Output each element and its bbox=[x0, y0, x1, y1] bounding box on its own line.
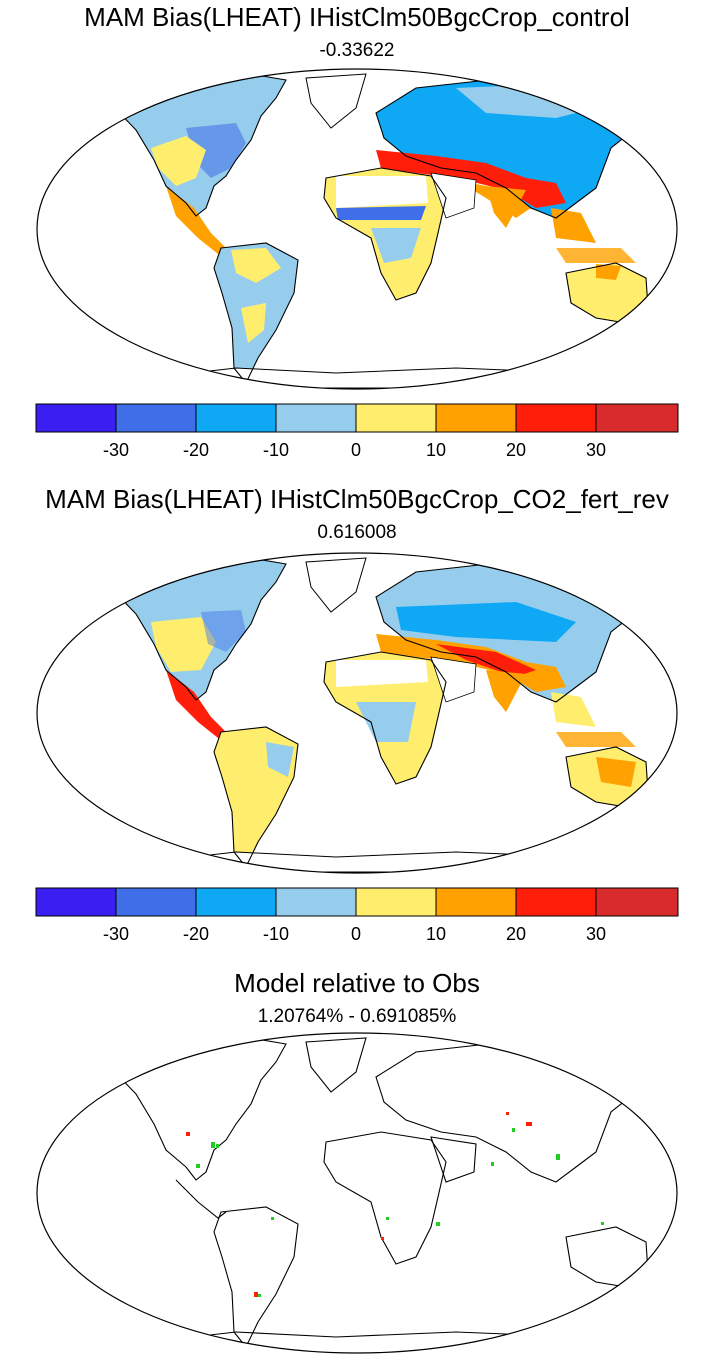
colorbar-2-tick-label: 30 bbox=[586, 924, 606, 944]
panel3-map bbox=[36, 1032, 678, 1354]
asia-red-band bbox=[436, 644, 536, 677]
greenland bbox=[305, 73, 367, 129]
colorbar-2-box bbox=[275, 887, 357, 917]
colorbar-1-box bbox=[515, 403, 597, 433]
marker-green bbox=[386, 1217, 389, 1220]
antarctica-outline bbox=[165, 1331, 597, 1345]
colorbar-1-tick-label: -30 bbox=[103, 440, 129, 460]
colorbar-1: -30 -20 -10 0 10 20 30 bbox=[35, 403, 679, 460]
panel2-map bbox=[36, 552, 678, 874]
south-america-outline bbox=[213, 1206, 299, 1349]
marker-green bbox=[216, 1144, 219, 1148]
colorbar-1-tick-label: 10 bbox=[426, 440, 446, 460]
marker-green bbox=[491, 1162, 494, 1166]
southeast-asia bbox=[551, 692, 596, 727]
colorbar-2-box bbox=[195, 887, 277, 917]
colorbar-1-tick-label: -20 bbox=[183, 440, 209, 460]
eurasia-outline bbox=[375, 1041, 647, 1183]
colorbar-2-box bbox=[515, 887, 597, 917]
colorbar-1-tick-label: 20 bbox=[506, 440, 526, 460]
south-america-south bbox=[241, 303, 266, 343]
australia-north bbox=[596, 264, 621, 280]
africa-sahara bbox=[336, 660, 428, 687]
india bbox=[486, 670, 526, 712]
north-america-interior bbox=[151, 617, 216, 672]
panel1-map bbox=[36, 68, 678, 390]
colorbar-2-tick-label: 20 bbox=[506, 924, 526, 944]
antarctica bbox=[165, 851, 597, 873]
colorbar-1-box bbox=[595, 403, 679, 433]
marker-green bbox=[211, 1142, 215, 1148]
arabia bbox=[430, 656, 477, 703]
panel1-title: MAM Bias(LHEAT) IHistClm50BgcCrop_contro… bbox=[84, 2, 630, 32]
africa-central bbox=[371, 228, 421, 263]
colorbar-1-tick-label: 0 bbox=[351, 440, 361, 460]
marker-red bbox=[254, 1292, 258, 1297]
colorbar-2-tick-label: -20 bbox=[183, 924, 209, 944]
southeast-asia bbox=[551, 208, 596, 243]
colorbar-2-box bbox=[35, 887, 117, 917]
africa-central bbox=[356, 702, 416, 742]
colorbar-2-boxes bbox=[35, 887, 679, 917]
asia-mid bbox=[396, 602, 576, 642]
north-america-outline bbox=[110, 1037, 287, 1181]
marker-red bbox=[506, 1112, 509, 1115]
colorbar-2-box bbox=[355, 887, 437, 917]
colorbar-1-box bbox=[115, 403, 197, 433]
panel3-subtitle: 1.20764% - 0.691085% bbox=[257, 1006, 457, 1027]
panel1-subtitle: -0.33622 bbox=[319, 40, 395, 61]
colorbar-2-tick-label: 10 bbox=[426, 924, 446, 944]
africa-sahara bbox=[336, 176, 428, 208]
australia-outline bbox=[565, 1226, 649, 1288]
greenland-outline bbox=[305, 1037, 367, 1093]
colorbar-2-tick-label: 0 bbox=[351, 924, 361, 944]
colorbar-1-box bbox=[35, 403, 117, 433]
marker-green bbox=[601, 1222, 604, 1225]
central-america bbox=[166, 670, 226, 738]
marker-green bbox=[436, 1222, 440, 1226]
marker-green bbox=[556, 1154, 560, 1160]
greenland bbox=[305, 557, 367, 613]
australia bbox=[566, 263, 648, 323]
central-america bbox=[166, 186, 226, 254]
south-america-east bbox=[266, 742, 294, 777]
arabia bbox=[430, 172, 477, 219]
colorbar-1-box bbox=[355, 403, 437, 433]
africa-sahel bbox=[336, 206, 426, 220]
colorbar-2: -30 -20 -10 0 10 20 30 bbox=[35, 887, 679, 944]
colorbar-1-boxes bbox=[35, 403, 679, 433]
panel2-subtitle: 0.616008 bbox=[317, 522, 397, 543]
colorbar-1-box bbox=[195, 403, 277, 433]
colorbar-2-box bbox=[595, 887, 679, 917]
antarctica bbox=[165, 367, 597, 389]
north-america-interior bbox=[151, 136, 206, 186]
arabia-outline bbox=[430, 1136, 477, 1183]
indonesia bbox=[556, 732, 636, 747]
panel3-title: Model relative to Obs bbox=[234, 968, 480, 998]
marker-green bbox=[258, 1294, 261, 1297]
significance-markers bbox=[186, 1112, 604, 1297]
marker-green bbox=[512, 1128, 515, 1132]
colorbar-2-box bbox=[115, 887, 197, 917]
australia-central bbox=[596, 757, 636, 787]
marker-green bbox=[271, 1217, 274, 1220]
colorbar-1-tick-label: -10 bbox=[263, 440, 289, 460]
colorbar-1-box bbox=[275, 403, 357, 433]
south-america-north bbox=[231, 248, 281, 283]
indonesia bbox=[556, 248, 636, 263]
marker-green bbox=[196, 1164, 200, 1168]
colorbar-2-box bbox=[435, 887, 517, 917]
colorbar-1-box bbox=[435, 403, 517, 433]
marker-red bbox=[381, 1237, 384, 1240]
north-america-east bbox=[201, 610, 246, 652]
north-america-east bbox=[186, 123, 246, 178]
colorbar-2-tick-label: -30 bbox=[103, 924, 129, 944]
panel2-title: MAM Bias(LHEAT) IHistClm50BgcCrop_CO2_fe… bbox=[45, 484, 669, 514]
marker-red bbox=[186, 1132, 190, 1136]
colorbar-1-tick-label: 30 bbox=[586, 440, 606, 460]
colorbar-2-tick-label: -10 bbox=[263, 924, 289, 944]
central-america-outline bbox=[175, 1179, 227, 1219]
africa-outline bbox=[323, 1131, 447, 1265]
marker-red bbox=[526, 1122, 532, 1126]
